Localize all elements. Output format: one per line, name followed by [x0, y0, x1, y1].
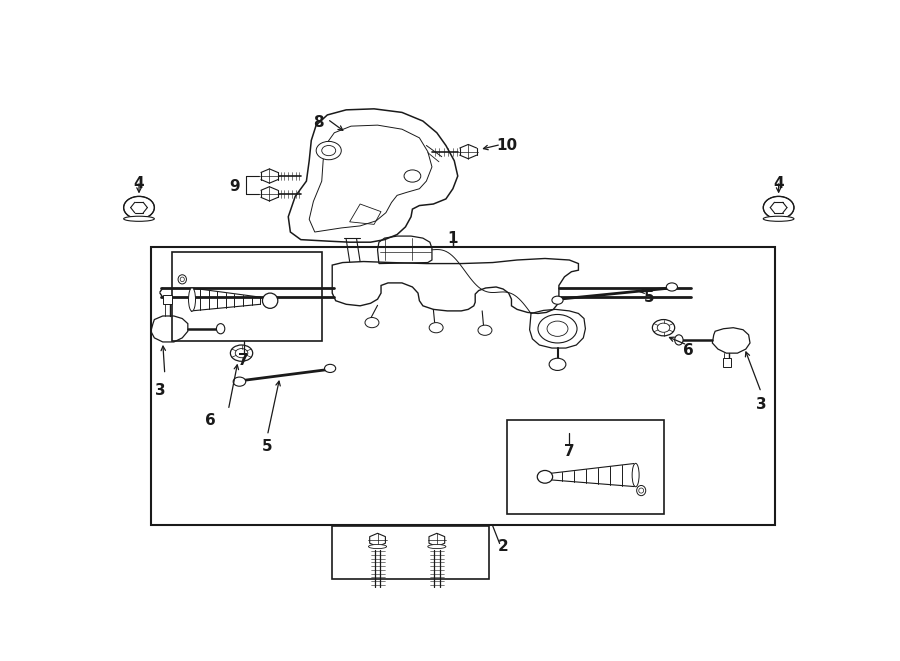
Circle shape	[538, 315, 577, 343]
Circle shape	[652, 319, 675, 336]
Circle shape	[478, 325, 492, 335]
Text: 5: 5	[644, 290, 655, 305]
Text: 10: 10	[496, 138, 518, 153]
Text: 2: 2	[498, 539, 508, 554]
Ellipse shape	[180, 277, 184, 282]
Ellipse shape	[368, 545, 387, 549]
Text: 4: 4	[773, 176, 784, 191]
Ellipse shape	[552, 296, 563, 304]
Circle shape	[429, 323, 443, 332]
Ellipse shape	[428, 545, 446, 549]
Bar	[172, 253, 322, 342]
Ellipse shape	[639, 488, 644, 493]
Circle shape	[322, 145, 336, 156]
Text: 4: 4	[134, 176, 144, 191]
Text: 6: 6	[682, 342, 693, 358]
Circle shape	[235, 348, 248, 358]
Ellipse shape	[188, 288, 195, 311]
Ellipse shape	[675, 335, 683, 345]
Text: 7: 7	[564, 444, 575, 459]
Ellipse shape	[216, 324, 225, 334]
Text: 9: 9	[230, 178, 240, 194]
Text: 8: 8	[313, 115, 324, 130]
Bar	[151, 247, 775, 525]
Ellipse shape	[123, 216, 155, 221]
Circle shape	[404, 170, 421, 182]
Circle shape	[763, 196, 794, 219]
Circle shape	[657, 323, 670, 332]
Ellipse shape	[233, 377, 246, 386]
Ellipse shape	[325, 364, 336, 373]
Ellipse shape	[263, 293, 278, 308]
Ellipse shape	[763, 216, 794, 221]
Ellipse shape	[636, 485, 645, 496]
Bar	[723, 358, 731, 367]
Ellipse shape	[666, 283, 678, 291]
Ellipse shape	[178, 275, 186, 284]
Text: 3: 3	[756, 397, 767, 412]
Text: 3: 3	[155, 383, 166, 399]
Circle shape	[365, 317, 379, 328]
Bar	[507, 420, 663, 514]
Bar	[332, 525, 490, 579]
Circle shape	[547, 321, 568, 336]
Circle shape	[230, 345, 253, 362]
Bar	[164, 295, 172, 304]
Circle shape	[549, 358, 566, 370]
Text: 5: 5	[262, 440, 273, 454]
Circle shape	[316, 141, 341, 160]
Text: 1: 1	[447, 231, 458, 246]
Ellipse shape	[537, 471, 553, 483]
Text: 6: 6	[205, 413, 215, 428]
Text: 7: 7	[238, 353, 249, 368]
Circle shape	[123, 196, 155, 219]
Ellipse shape	[632, 463, 639, 486]
